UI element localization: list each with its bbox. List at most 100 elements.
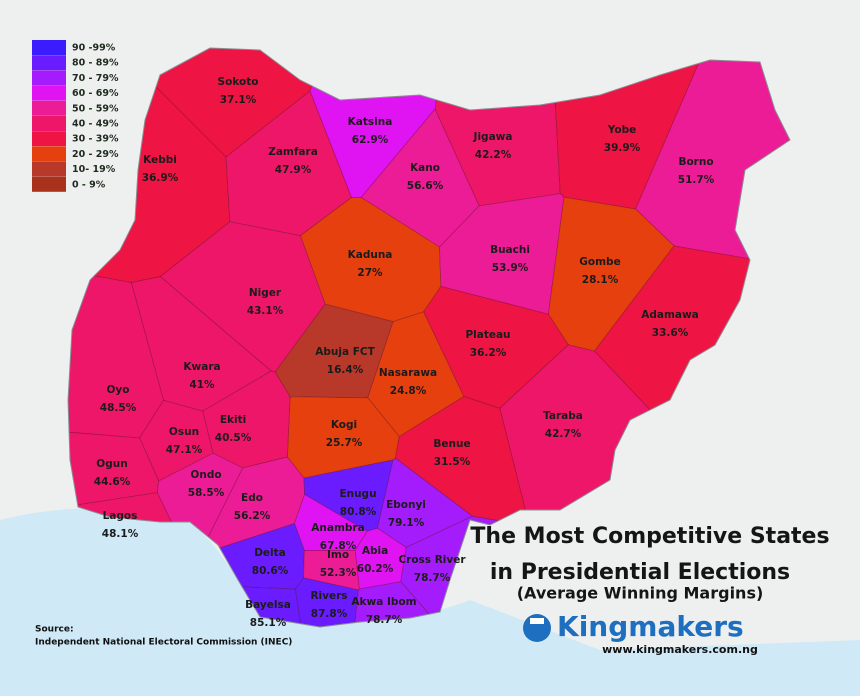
- state-value: 44.6%: [94, 476, 131, 488]
- state-name: Akwa Ibom: [351, 596, 416, 608]
- legend-label: 40 - 49%: [72, 119, 119, 130]
- state-name: Borno: [678, 156, 713, 168]
- title-line2: in Presidential Elections: [490, 560, 790, 585]
- legend-swatch: [32, 55, 66, 71]
- brand-name: Kingmakers: [557, 610, 744, 643]
- legend-swatch: [32, 100, 66, 116]
- state-value: 28.1%: [582, 274, 619, 286]
- state-value: 56.6%: [407, 180, 444, 192]
- state-value: 51.7%: [678, 174, 715, 186]
- state-name: Cross River: [398, 554, 466, 566]
- legend-label: 80 - 89%: [72, 58, 119, 69]
- state-name: Kaduna: [348, 249, 393, 261]
- state-value: 47.9%: [275, 164, 312, 176]
- subtitle: (Average Winning Margins): [517, 584, 764, 603]
- legend-swatch: [32, 146, 66, 162]
- legend: 90 -99% 80 - 89% 70 - 79% 60 - 69% 50 - 59% 4…: [32, 40, 119, 192]
- state-value: 48.5%: [100, 402, 137, 414]
- legend-label: 0 - 9%: [72, 179, 106, 190]
- state-name: Kebbi: [143, 154, 177, 166]
- state-value: 43.1%: [247, 305, 284, 317]
- legend-swatch: [32, 131, 66, 147]
- logo-icon-detail: [530, 618, 544, 624]
- logo: [523, 614, 551, 642]
- legend-label: 60 - 69%: [72, 88, 119, 99]
- state-value: 78.7%: [414, 572, 451, 584]
- state-value: 79.1%: [388, 517, 425, 529]
- state-value: 31.5%: [434, 456, 471, 468]
- state-value: 78.7%: [366, 614, 403, 626]
- state-name: Ogun: [96, 458, 127, 470]
- title: The Most Competitive States: [470, 524, 829, 549]
- state-value: 67.8%: [320, 540, 357, 552]
- state-value: 42.2%: [475, 149, 512, 161]
- state-name: Yobe: [607, 124, 637, 136]
- state-name: Taraba: [543, 410, 583, 422]
- legend-label: 10- 19%: [72, 164, 116, 175]
- state-name: Kano: [410, 162, 440, 174]
- state-name: Plateau: [465, 329, 510, 341]
- state-name: Jigawa: [473, 131, 513, 143]
- state-value: 39.9%: [604, 142, 641, 154]
- state-name: Lagos: [103, 510, 138, 522]
- state-name: Adamawa: [641, 309, 699, 321]
- state-value: 24.8%: [390, 385, 427, 397]
- state-name: Rivers: [310, 590, 347, 602]
- state-name: Abuja FCT: [315, 346, 375, 358]
- state-value: 37.1%: [220, 94, 257, 106]
- state-name: Delta: [254, 547, 286, 559]
- state-value: 42.7%: [545, 428, 582, 440]
- state-name: Katsina: [348, 116, 393, 128]
- state-name: Ondo: [190, 469, 221, 481]
- state-value: 47.1%: [166, 444, 203, 456]
- state-name: Abia: [362, 545, 388, 557]
- state-value: 60.2%: [357, 563, 394, 575]
- state-name: Edo: [241, 492, 263, 504]
- state-value: 62.9%: [352, 134, 389, 146]
- state-value: 85.1%: [250, 617, 287, 629]
- state-value: 36.9%: [142, 172, 179, 184]
- state-name: Sokoto: [218, 76, 259, 88]
- legend-label: 50 - 59%: [72, 103, 119, 114]
- state-area: [295, 577, 359, 627]
- state-area: [303, 550, 360, 591]
- state-value: 41%: [189, 379, 215, 391]
- state-name: Osun: [169, 426, 199, 438]
- state-area: [68, 258, 164, 439]
- state-name: Kogi: [331, 419, 357, 431]
- state-name: Oyo: [107, 384, 130, 396]
- labels-layer: Sokoto 37.1% Kebbi 36.9% Zamfara 47.9% Katsina…: [94, 76, 715, 629]
- state-area: [68, 426, 160, 518]
- state-name: Kwara: [183, 361, 220, 373]
- state-value: 53.9%: [492, 262, 529, 274]
- state-name: Niger: [249, 287, 282, 299]
- state-value: 36.2%: [470, 347, 507, 359]
- state-value: 25.7%: [326, 437, 363, 449]
- legend-swatch: [32, 176, 66, 192]
- state-name: Gombe: [579, 256, 620, 268]
- state-value: 80.6%: [252, 565, 289, 577]
- state-value: 27%: [357, 267, 383, 279]
- state-name: Ekiti: [220, 414, 246, 426]
- state-name: Enugu: [339, 488, 376, 500]
- state-name: Benue: [433, 438, 470, 450]
- legend-label: 70 - 79%: [72, 73, 119, 84]
- legend-label: 20 - 29%: [72, 149, 119, 160]
- state-value: 80.8%: [340, 506, 377, 518]
- legend-label: 90 -99%: [72, 43, 116, 54]
- state-value: 87.8%: [311, 608, 348, 620]
- state-name: Ebonyi: [386, 499, 426, 511]
- state-value: 33.6%: [652, 327, 689, 339]
- state-name: Buachi: [490, 244, 530, 256]
- legend-swatch: [32, 40, 66, 55]
- state-area: [202, 370, 291, 469]
- legend-swatch: [32, 70, 66, 86]
- state-value: 52.3%: [320, 567, 357, 579]
- country-border: [67, 47, 791, 628]
- legend-swatch: [32, 85, 66, 101]
- source-label: Source:: [35, 625, 74, 635]
- state-area: [377, 457, 474, 549]
- state-value: 40.5%: [215, 432, 252, 444]
